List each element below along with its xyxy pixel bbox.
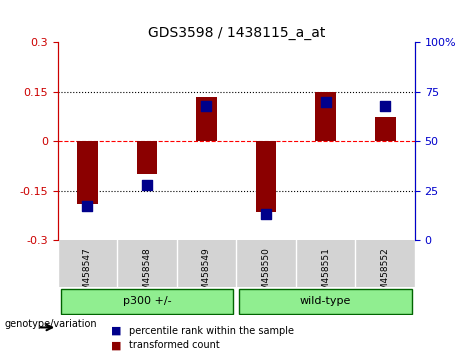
Point <box>203 103 210 109</box>
Text: ■: ■ <box>111 340 121 350</box>
Bar <box>196 97 217 141</box>
Text: GSM458552: GSM458552 <box>381 247 390 302</box>
Text: GSM458550: GSM458550 <box>261 247 271 302</box>
Point <box>262 211 270 217</box>
Text: wild-type: wild-type <box>300 296 351 306</box>
Bar <box>315 92 336 141</box>
Text: genotype/variation: genotype/variation <box>5 319 97 329</box>
FancyBboxPatch shape <box>239 289 412 314</box>
Text: p300 +/-: p300 +/- <box>123 296 171 306</box>
Text: GSM458551: GSM458551 <box>321 247 330 302</box>
Text: GSM458547: GSM458547 <box>83 247 92 302</box>
Point <box>381 103 389 109</box>
Point <box>84 204 91 209</box>
FancyBboxPatch shape <box>60 289 233 314</box>
Text: GSM458548: GSM458548 <box>142 247 152 302</box>
Point <box>143 182 151 188</box>
Bar <box>77 141 98 204</box>
Bar <box>136 141 157 174</box>
Text: percentile rank within the sample: percentile rank within the sample <box>129 326 294 336</box>
Bar <box>375 116 396 141</box>
Text: transformed count: transformed count <box>129 340 220 350</box>
Text: ■: ■ <box>111 326 121 336</box>
Text: GSM458549: GSM458549 <box>202 247 211 302</box>
Title: GDS3598 / 1438115_a_at: GDS3598 / 1438115_a_at <box>148 26 325 40</box>
Point <box>322 99 329 104</box>
Bar <box>255 141 277 212</box>
